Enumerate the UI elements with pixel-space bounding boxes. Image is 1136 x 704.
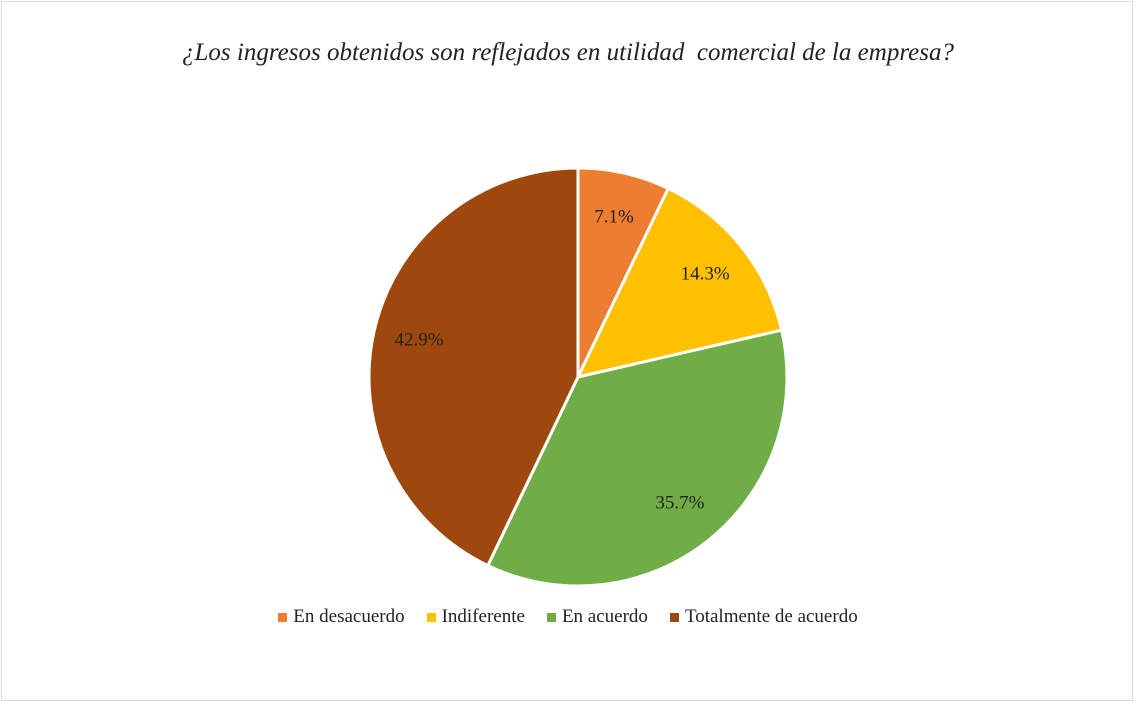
legend-swatch <box>669 612 679 622</box>
pie-slice <box>485 328 789 588</box>
legend-item: En acuerdo <box>546 606 648 628</box>
legend-item: Indiferente <box>426 606 525 628</box>
chart-title: ¿Los ingresos obtenidos son reflejados e… <box>182 39 954 66</box>
legend-swatch <box>546 612 556 622</box>
data-label: 42.9% <box>394 329 443 350</box>
legend-swatch <box>426 612 436 622</box>
legend-label: Indiferente <box>441 606 525 627</box>
legend-label: En desacuerdo <box>293 606 405 627</box>
pie-slice <box>575 186 784 380</box>
legend-swatch <box>278 612 288 622</box>
legend: En desacuerdo Indiferente En acuerdo Totalm… <box>0 606 1136 628</box>
pie-slice <box>367 166 580 568</box>
legend-item: Totalmente de acuerdo <box>669 606 858 628</box>
legend-label: Totalmente de acuerdo <box>684 606 858 627</box>
data-label: 7.1% <box>594 206 634 227</box>
data-label: 35.7% <box>655 493 704 514</box>
legend-label: En acuerdo <box>561 606 648 627</box>
data-label: 14.3% <box>681 263 730 284</box>
legend-item: En desacuerdo <box>278 606 405 628</box>
